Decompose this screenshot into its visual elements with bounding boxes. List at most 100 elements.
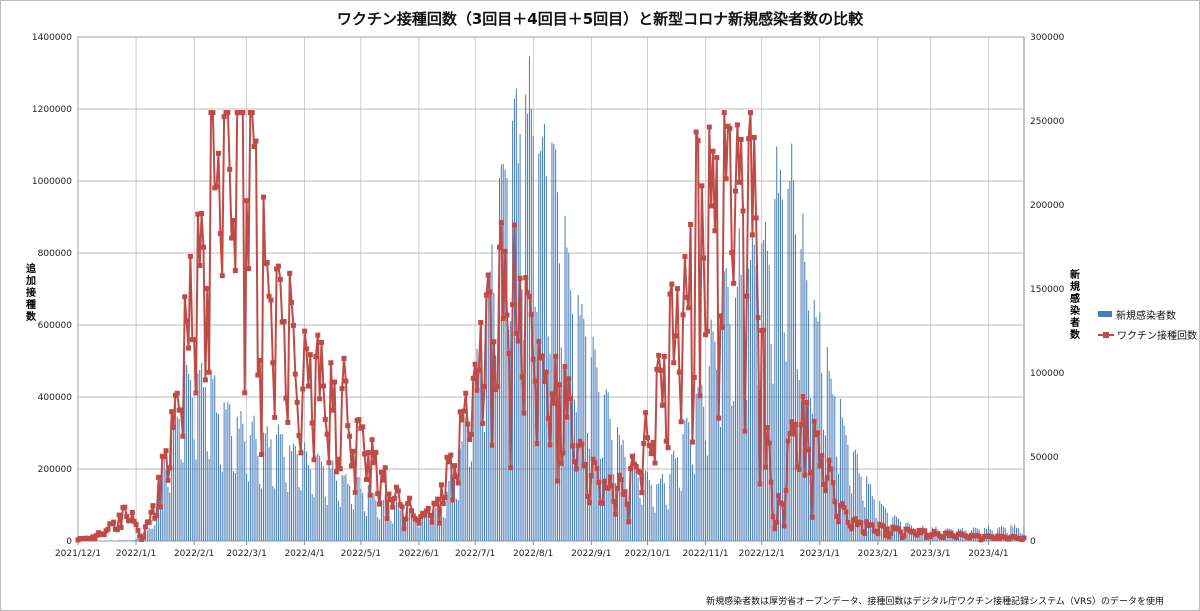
vaccination-marker (875, 531, 881, 537)
vaccination-marker (124, 513, 130, 519)
vaccination-marker (547, 442, 553, 448)
vaccination-marker (362, 451, 368, 457)
infections-bar (135, 538, 137, 541)
vaccination-marker (762, 464, 768, 470)
infections-bar (802, 213, 804, 541)
vaccination-marker (292, 371, 298, 377)
infections-bar (176, 416, 178, 541)
y-left-tick-label: 0 (66, 537, 72, 547)
infections-bar (204, 387, 206, 541)
infections-bar (455, 499, 457, 541)
infections-bar (367, 485, 369, 541)
infections-bar (249, 435, 251, 541)
vaccination-marker (459, 417, 465, 423)
infections-bar (504, 169, 506, 542)
vaccination-marker (781, 523, 787, 529)
vaccination-marker (341, 355, 347, 361)
vaccination-marker (510, 302, 516, 308)
vaccination-marker (309, 420, 315, 426)
vaccination-marker (382, 465, 388, 471)
infections-bar (793, 180, 795, 541)
vaccination-marker (832, 499, 838, 505)
infections-bar (276, 434, 278, 541)
infections-bar (217, 414, 220, 541)
infections-bar (654, 512, 656, 541)
infections-bar (478, 353, 480, 541)
vaccination-marker (628, 466, 634, 472)
infections-bar (197, 373, 199, 541)
infections-bar (603, 394, 605, 541)
infections-bar (330, 468, 332, 541)
vaccination-marker (611, 498, 617, 504)
vaccination-marker (746, 136, 752, 142)
infections-bar (377, 517, 379, 541)
vaccination-marker (661, 353, 667, 359)
infections-bar (214, 375, 216, 541)
vaccination-marker (493, 387, 499, 393)
infections-bar (165, 469, 167, 541)
infections-bar (723, 271, 725, 541)
vaccination-marker (706, 124, 712, 130)
vaccination-marker (378, 469, 384, 475)
vaccination-marker (416, 520, 422, 526)
infections-bar (317, 453, 319, 541)
vaccination-marker (721, 110, 727, 116)
vaccination-marker (427, 512, 433, 518)
vaccination-marker (588, 473, 594, 479)
vaccination-marker (455, 480, 461, 486)
vaccination-marker (931, 528, 937, 534)
infections-bar (433, 509, 435, 541)
infections-bar (289, 445, 291, 541)
infections-bar (420, 511, 422, 541)
vaccination-marker (895, 526, 901, 532)
vaccination-marker (834, 513, 840, 519)
y-left-tick-label: 1200000 (32, 105, 72, 115)
vaccination-marker (92, 536, 98, 542)
vaccination-marker (712, 228, 718, 234)
infections-bar (667, 509, 669, 541)
infections-bar (851, 493, 853, 541)
infections-bar (470, 461, 472, 541)
vaccination-marker (654, 366, 660, 372)
infections-bar (555, 149, 557, 541)
vaccination-marker (954, 534, 960, 540)
infections-bar (836, 456, 838, 541)
infections-bar (513, 98, 515, 541)
infections-bar (334, 471, 336, 541)
vaccination-marker (363, 476, 369, 482)
vaccination-marker (652, 460, 658, 466)
vaccination-marker (377, 501, 383, 507)
vaccination-marker (922, 528, 928, 534)
vaccination-marker (156, 474, 162, 480)
vaccination-marker (217, 231, 223, 237)
infections-bar (774, 198, 776, 541)
vaccination-marker (828, 466, 834, 472)
infections-bar (120, 540, 122, 541)
vaccination-marker (180, 433, 186, 439)
infections-bar (188, 373, 190, 541)
y-left-tick-label: 1400000 (32, 33, 72, 43)
infections-bar (744, 377, 746, 541)
vaccination-marker (251, 144, 257, 150)
infections-bar (508, 329, 510, 541)
infections-bar (424, 510, 426, 541)
infections-bar (543, 123, 545, 541)
vaccination-marker (245, 266, 251, 272)
vaccination-marker (142, 524, 148, 530)
infections-bar (699, 361, 701, 541)
infections-bar (868, 483, 870, 541)
infections-bar (708, 366, 710, 541)
vaccination-marker (339, 386, 345, 392)
vaccination-marker (167, 465, 173, 471)
infections-bar (304, 442, 306, 541)
infections-bar (186, 364, 188, 541)
infections-bar (399, 510, 401, 541)
infections-bar (332, 460, 334, 541)
vaccination-marker (641, 440, 647, 446)
legend-line-swatch (1098, 331, 1114, 338)
infections-bar (221, 471, 223, 541)
vaccination-marker (708, 203, 714, 209)
infections-bar (326, 505, 328, 541)
infections-bar (223, 402, 225, 541)
